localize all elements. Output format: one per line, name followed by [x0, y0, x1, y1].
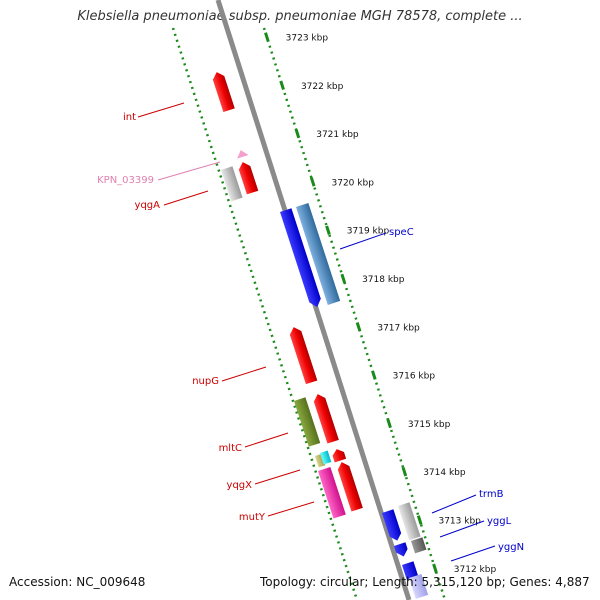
gene-dark-box[interactable] — [411, 537, 427, 554]
kbp-tick-mark — [264, 32, 270, 42]
kbp-tick-label: 3718 kbp — [362, 275, 405, 285]
gene-yggn-arrow[interactable] — [402, 561, 419, 581]
kbp-tick-mark — [386, 418, 392, 429]
gene-yqgx-arrow[interactable] — [331, 447, 347, 463]
accession-text: Accession: NC_009648 — [9, 575, 146, 589]
gene-yqga-arrow[interactable] — [237, 160, 259, 195]
gene-olive-box[interactable] — [294, 397, 321, 447]
genes — [211, 70, 429, 599]
kbp-tick-label: 3712 kbp — [454, 565, 497, 575]
gene-label-yggn[interactable]: yggN — [498, 542, 524, 553]
kbp-tick-mark — [279, 80, 285, 91]
gene-label-spec[interactable]: speC — [389, 227, 414, 238]
gene-spec-arrow[interactable] — [280, 208, 323, 309]
kbp-tick-mark — [325, 225, 331, 235]
gene-label-yqgx[interactable]: yqgX — [227, 480, 253, 491]
kbp-ticks: 3723 kbp 3722 kbp 3721 kbp 3720 kbp 3719 kbp… — [264, 32, 497, 575]
kbp-tick-label: 3714 kbp — [423, 468, 466, 478]
kbp-tick-label: 3713 kbp — [438, 517, 481, 527]
kbp-tick-mark — [416, 515, 423, 525]
gene-int-arrow[interactable] — [211, 70, 235, 113]
gene-muty-arrow[interactable] — [336, 460, 363, 512]
gene-yggl-arrow[interactable] — [394, 542, 409, 558]
gene-label-kpn03399[interactable]: KPN_03399 — [97, 175, 154, 186]
right-track — [262, 27, 447, 600]
kbp-tick-label: 3715 kbp — [408, 420, 451, 430]
kbp-tick-mark — [371, 370, 377, 380]
gene-label-muty[interactable]: mutY — [239, 512, 266, 523]
kbp-tick-label: 3719 kbp — [347, 227, 390, 237]
gene-khaki-box[interactable] — [315, 453, 326, 468]
gene-label-yggl[interactable]: yggL — [487, 516, 512, 527]
gene-label-nupg[interactable]: nupG — [192, 376, 219, 387]
gene-label-yqga[interactable]: yqgA — [135, 200, 161, 211]
kbp-tick-label: 3722 kbp — [301, 82, 344, 92]
kbp-tick-label: 3716 kbp — [393, 372, 436, 382]
kbp-tick-label: 3720 kbp — [332, 178, 375, 188]
gene-label-mltc[interactable]: mltC — [219, 443, 242, 454]
kbp-tick-mark — [432, 563, 438, 574]
gene-kpn03399-marker[interactable] — [235, 148, 249, 159]
gene-label-trmb[interactable]: trmB — [479, 489, 504, 500]
kbp-tick-label: 3723 kbp — [286, 34, 329, 44]
gene-gray-box-2[interactable] — [398, 502, 421, 541]
kbp-tick-mark — [309, 177, 316, 187]
gene-gray-box[interactable] — [221, 166, 243, 202]
gene-cyan-box[interactable] — [320, 450, 332, 465]
gene-labels-left: int KPN_03399 yqgA nupG mltC yqgX mutY — [97, 102, 315, 523]
gene-muty-pink-box[interactable] — [318, 466, 346, 519]
map-title: Klebsiella pneumoniae subsp. pneumoniae … — [77, 9, 523, 24]
gene-label-int[interactable]: int — [123, 112, 136, 123]
kbp-tick-mark — [401, 466, 408, 477]
gene-labels-right: speC trmB yggL yggN — [339, 227, 524, 562]
kbp-tick-mark — [355, 322, 362, 332]
kbp-tick-label: 3721 kbp — [316, 130, 359, 140]
gene-trmb-arrow[interactable] — [382, 509, 403, 542]
genome-stats-text: Topology: circular; Length: 5,315,120 bp… — [260, 575, 590, 589]
left-track — [171, 27, 359, 600]
kbp-tick-label: 3717 kbp — [377, 323, 420, 333]
gene-nupg-arrow[interactable] — [288, 325, 318, 385]
gene-lavender-box[interactable] — [409, 573, 429, 599]
gene-spec-steel-box[interactable] — [296, 202, 341, 305]
gene-mltc-arrow[interactable] — [312, 392, 339, 444]
kbp-tick-mark — [294, 128, 301, 139]
kbp-tick-mark — [340, 273, 347, 284]
